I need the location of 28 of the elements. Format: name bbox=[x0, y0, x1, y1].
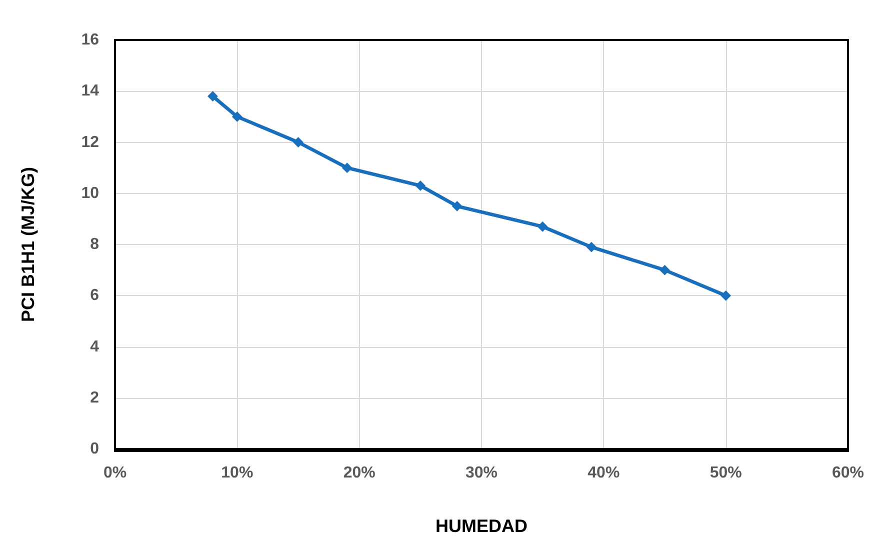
x-axis-title: HUMEDAD bbox=[436, 516, 528, 536]
point bbox=[586, 242, 596, 252]
x-tick-label: 0% bbox=[103, 464, 127, 482]
y-tick-label: 0 bbox=[90, 440, 100, 458]
x-tick-label: 60% bbox=[832, 464, 864, 482]
y-tick-label: 4 bbox=[90, 338, 100, 356]
point bbox=[452, 201, 462, 212]
x-tick-label: 50% bbox=[710, 464, 742, 482]
y-tick-label: 6 bbox=[90, 287, 100, 304]
y-tick-label: 8 bbox=[90, 236, 100, 253]
x-tick-label: 30% bbox=[465, 464, 498, 482]
point bbox=[232, 112, 242, 122]
point bbox=[342, 162, 352, 173]
y-tick-label: 16 bbox=[81, 32, 100, 48]
point bbox=[293, 137, 304, 148]
y-axis-title: PCI B1H1 (MJ/KG) bbox=[18, 166, 38, 322]
y-tick-label: 14 bbox=[81, 82, 100, 100]
point bbox=[415, 180, 426, 191]
y-tick-label: 12 bbox=[81, 134, 100, 151]
y-tick-label: 10 bbox=[81, 184, 100, 202]
x-tick-label: 40% bbox=[588, 464, 620, 482]
y-tick-label: 2 bbox=[90, 389, 100, 406]
point bbox=[208, 91, 218, 102]
x-tick-label: 20% bbox=[343, 464, 376, 482]
point bbox=[660, 265, 670, 276]
point bbox=[720, 290, 731, 301]
x-tick-label: 10% bbox=[221, 464, 254, 482]
point bbox=[538, 222, 548, 232]
